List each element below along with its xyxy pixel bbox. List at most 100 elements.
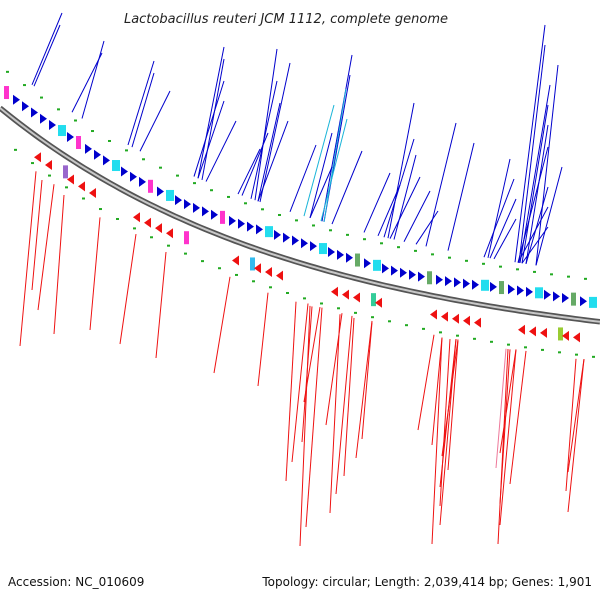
- orf-mark: [397, 246, 400, 249]
- orf-mark: [439, 331, 442, 334]
- forward-gene-arrow: [562, 292, 569, 303]
- reverse-gene-arrow: [540, 327, 547, 338]
- orf-mark: [269, 286, 272, 289]
- orf-mark: [414, 249, 417, 252]
- top-leader-line: [493, 218, 517, 260]
- forward-gene-arrow: [382, 263, 389, 274]
- bottom-leader-line: [335, 315, 353, 495]
- forward-gene-arrow: [454, 277, 461, 288]
- orf-mark: [23, 84, 26, 87]
- orf-mark: [388, 320, 391, 323]
- orf-mark: [159, 166, 162, 169]
- bottom-leader-line: [31, 179, 43, 291]
- rna-feature-block: [535, 287, 543, 299]
- orf-mark: [482, 262, 485, 265]
- reverse-gene-arrow: [34, 152, 41, 163]
- top-leader-line: [127, 60, 155, 146]
- orf-mark: [567, 275, 570, 278]
- top-leader-line: [33, 24, 61, 87]
- bottom-leader-line: [19, 171, 37, 347]
- forward-gene-arrow: [490, 281, 497, 292]
- orf-mark: [371, 316, 374, 319]
- forward-gene-arrow: [139, 176, 146, 187]
- reverse-gene-arrow: [562, 330, 569, 341]
- bottom-leader-line: [447, 340, 459, 471]
- bottom-leader-line: [565, 358, 577, 492]
- reverse-gene-arrow: [463, 315, 470, 326]
- orf-mark: [422, 327, 425, 330]
- rna-feature-block: [58, 125, 66, 137]
- orf-mark: [448, 256, 451, 259]
- forward-gene-arrow: [472, 279, 479, 290]
- top-leader-line: [81, 40, 105, 119]
- forward-gene-arrow: [274, 229, 281, 240]
- bottom-leader-line: [305, 307, 323, 528]
- bottom-leader-line: [37, 184, 55, 311]
- bottom-leader-line: [497, 349, 509, 545]
- rna-feature-block: [265, 226, 273, 238]
- orf-mark: [252, 280, 255, 283]
- forward-gene-arrow: [31, 107, 38, 118]
- forward-gene-arrow: [184, 199, 191, 210]
- orf-mark: [184, 252, 187, 255]
- forward-gene-arrow: [445, 276, 452, 287]
- forward-gene-arrow: [553, 291, 560, 302]
- top-leader-line: [237, 148, 261, 195]
- top-leader-line: [31, 12, 63, 85]
- forward-gene-arrow: [103, 155, 110, 166]
- orf-mark: [516, 268, 519, 271]
- orf-mark: [329, 229, 332, 232]
- forward-feature-block: [220, 210, 225, 224]
- forward-gene-arrow: [175, 195, 182, 206]
- forward-feature-block: [4, 86, 9, 100]
- bottom-leader-line: [567, 359, 585, 473]
- orf-mark: [82, 197, 85, 200]
- gene-features: [4, 70, 597, 358]
- orf-mark: [48, 174, 51, 177]
- bottom-leader-line: [213, 276, 231, 374]
- orf-mark: [507, 343, 510, 346]
- reverse-gene-arrow: [265, 267, 272, 278]
- reverse-gene-arrow: [529, 326, 536, 337]
- forward-gene-arrow: [130, 171, 137, 182]
- forward-gene-arrow: [94, 149, 101, 160]
- bottom-leader-line: [343, 317, 355, 477]
- forward-gene-arrow: [328, 246, 335, 257]
- orf-mark: [584, 277, 587, 280]
- reverse-gene-arrow: [144, 217, 151, 228]
- orf-mark: [533, 270, 536, 273]
- forward-gene-arrow: [22, 101, 29, 112]
- top-leader-line: [525, 186, 549, 264]
- reverse-feature-block: [184, 231, 189, 245]
- forward-gene-arrow: [418, 271, 425, 282]
- reverse-gene-arrow: [452, 313, 459, 324]
- top-leader-line: [259, 62, 291, 203]
- rna-feature-block: [319, 243, 327, 255]
- bottom-leader-line: [361, 322, 373, 440]
- reverse-feature-block: [558, 327, 563, 341]
- bottom-leader-line: [257, 292, 269, 387]
- bottom-leader-line: [495, 348, 507, 469]
- forward-gene-arrow: [310, 241, 317, 252]
- bottom-leader-line: [431, 337, 443, 446]
- reverse-gene-arrow: [67, 174, 74, 185]
- forward-gene-arrow: [436, 274, 443, 285]
- reverse-gene-arrow: [441, 311, 448, 322]
- orf-mark: [490, 340, 493, 343]
- genome-backbone: [0, 105, 600, 325]
- forward-gene-arrow: [364, 258, 371, 269]
- orf-mark: [295, 219, 298, 222]
- forward-feature-block: [427, 271, 432, 285]
- orf-mark: [108, 139, 111, 142]
- forward-gene-arrow: [292, 235, 299, 246]
- forward-gene-arrow: [40, 113, 47, 124]
- forward-gene-arrow: [229, 215, 236, 226]
- orf-mark: [201, 260, 204, 263]
- orf-mark: [592, 355, 595, 358]
- orf-mark: [303, 297, 306, 300]
- orf-mark: [235, 273, 238, 276]
- orf-mark: [65, 186, 68, 189]
- top-leader-line: [389, 176, 421, 239]
- top-leader-line: [320, 118, 348, 222]
- top-leader-line: [139, 90, 171, 152]
